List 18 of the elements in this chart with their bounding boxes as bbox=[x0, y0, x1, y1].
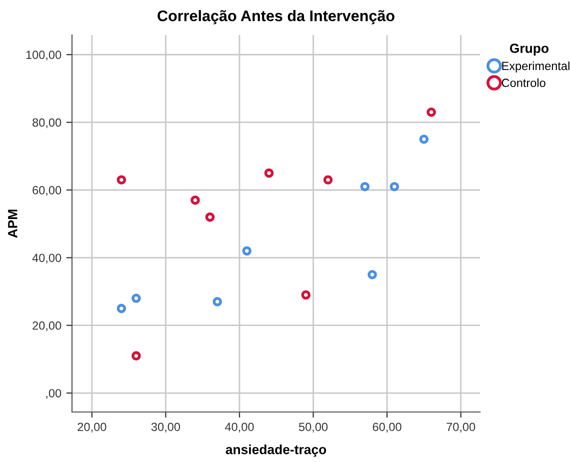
y-axis-title: APM bbox=[8, 210, 18, 238]
x-tick-label: 50,00 bbox=[298, 422, 328, 432]
y-tick-label: 60,00 bbox=[32, 186, 62, 196]
y-tick-label: 40,00 bbox=[32, 254, 62, 264]
y-tick-label: 80,00 bbox=[32, 118, 62, 128]
chart-title: Correlação Antes da Intervenção bbox=[158, 10, 394, 24]
x-tick-label: 70,00 bbox=[446, 422, 476, 432]
y-tick-label: 20,00 bbox=[32, 321, 62, 332]
x-tick-label: 60,00 bbox=[372, 422, 402, 432]
legend-title: Grupo bbox=[510, 44, 548, 56]
x-axis-title: ansiedade-traço bbox=[226, 444, 326, 457]
y-tick-label: ,00 bbox=[46, 389, 62, 399]
legend-label: Controlo bbox=[502, 78, 546, 88]
legend-label: Experimental bbox=[502, 61, 570, 72]
y-tick-label: 100,00 bbox=[26, 50, 62, 60]
x-tick-label: 30,00 bbox=[151, 422, 180, 432]
x-tick-label: 20,00 bbox=[78, 422, 106, 432]
x-tick-label: 40,00 bbox=[224, 422, 254, 432]
